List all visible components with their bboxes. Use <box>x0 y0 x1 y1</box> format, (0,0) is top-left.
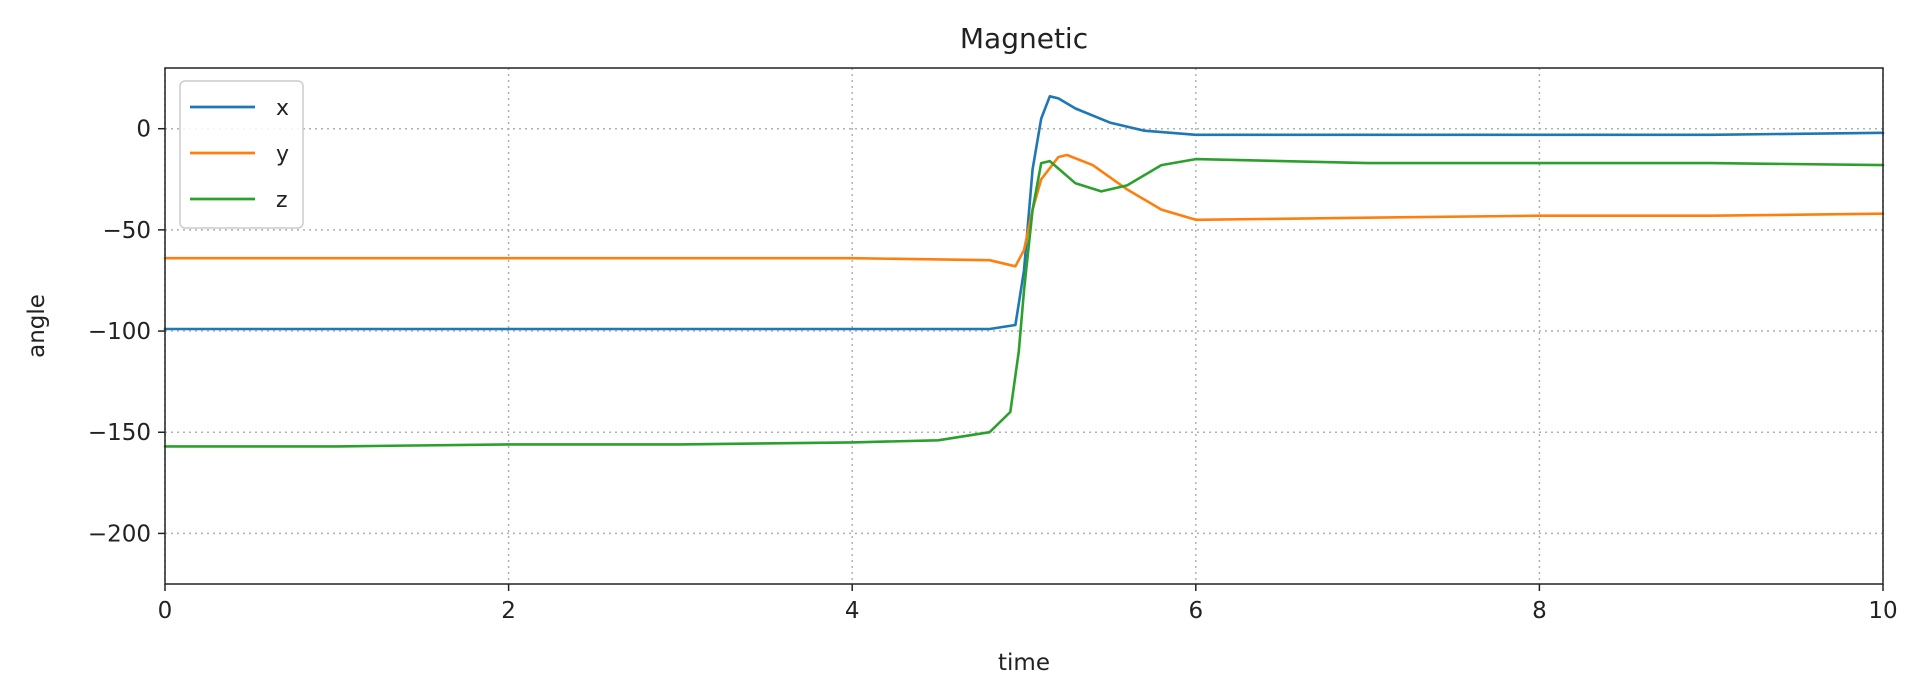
series-line-x <box>163 95 1885 331</box>
x-tick-label: 2 <box>501 598 516 624</box>
legend: xyz <box>179 80 304 229</box>
y-axis-label: angle <box>24 294 50 358</box>
legend-label-y: y <box>276 142 289 167</box>
y-tick-label: −150 <box>88 420 151 446</box>
y-tick-label: −100 <box>88 319 151 345</box>
y-tick-label: −200 <box>88 521 151 547</box>
legend-label-z: z <box>276 188 288 213</box>
series-line-y <box>163 153 1885 268</box>
x-tick-label: 0 <box>158 598 173 624</box>
plot-frame <box>164 67 1884 585</box>
x-tick-label: 8 <box>1532 598 1547 624</box>
y-tick-label: −50 <box>102 218 151 244</box>
tick-layer: 0 2 4 6 8 10 0 −50 −100 −150 −200 <box>88 117 1898 624</box>
y-tick-label: 0 <box>136 117 151 143</box>
series-line-z <box>163 157 1885 448</box>
x-tick-label: 10 <box>1868 598 1897 624</box>
x-axis-label: time <box>998 650 1050 676</box>
grid-layer <box>164 68 1884 584</box>
legend-box <box>179 80 304 229</box>
x-tick-label: 6 <box>1188 598 1203 624</box>
series-layer <box>163 95 1885 448</box>
chart-title: Magnetic <box>960 22 1088 55</box>
x-tick-label: 4 <box>845 598 860 624</box>
legend-label-x: x <box>276 96 289 121</box>
